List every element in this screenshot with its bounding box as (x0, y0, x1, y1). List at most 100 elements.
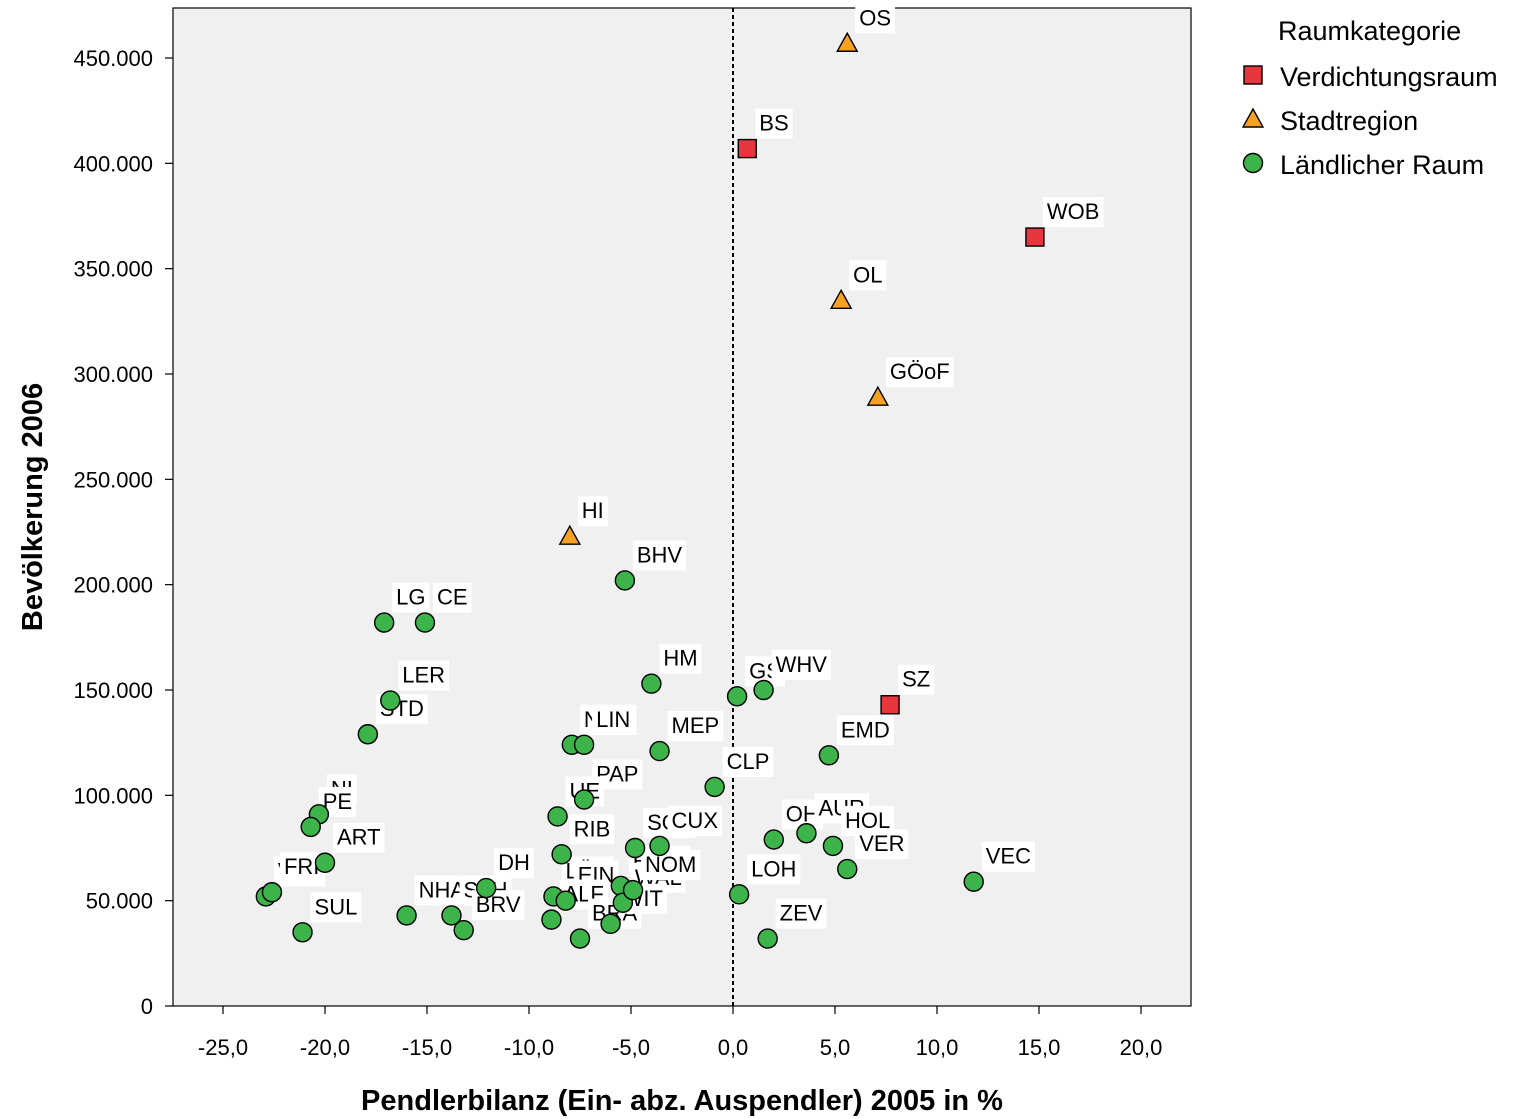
point-label-text: BHV (637, 542, 683, 567)
point-label-background (855, 829, 909, 860)
x-tick-label: 10,0 (916, 1035, 959, 1060)
point-label-text: EMD (841, 717, 890, 742)
point-label-background (755, 108, 793, 139)
legend-marker (1243, 65, 1263, 85)
x-tick-label: -15,0 (402, 1035, 452, 1060)
point-label-background (398, 660, 450, 691)
point-label-background (667, 711, 724, 742)
point-label-background (1042, 197, 1104, 228)
y-tick-label: 250.000 (73, 467, 153, 492)
point-label-background (722, 746, 774, 777)
point-label: OL (849, 260, 887, 291)
point-label-text: SUL (315, 894, 358, 919)
data-point (836, 31, 859, 52)
data-point (837, 858, 858, 880)
data-point (829, 288, 853, 309)
point-label-text: LG (396, 585, 425, 610)
point-label-text: VER (859, 831, 904, 856)
point-label-background (898, 664, 935, 695)
y-tick-label: 350.000 (73, 257, 153, 282)
point-label-background (771, 650, 831, 680)
data-point (300, 816, 321, 838)
y-tick-label: 150.000 (73, 678, 153, 703)
point-label-text: ZEV (780, 901, 823, 926)
data-point (396, 905, 417, 926)
point-label-background (659, 643, 702, 674)
point-label-background (747, 854, 801, 885)
point-label-background (333, 822, 385, 853)
data-point (357, 724, 379, 745)
point-label: HM (659, 643, 702, 674)
point-label: NOM (641, 850, 701, 881)
data-point (380, 690, 401, 711)
point-label-background (885, 357, 954, 388)
data-point (573, 789, 595, 810)
point-label: RIB (569, 814, 615, 845)
point-label: ZEV (775, 898, 827, 929)
point-label: DH (494, 848, 534, 879)
y-tick-label: 100.000 (73, 783, 153, 808)
point-label-background (667, 805, 723, 836)
point-label: WOB (1042, 197, 1104, 228)
data-point (624, 837, 646, 859)
point-label: HI (577, 496, 608, 527)
point-label-text: WOB (1047, 199, 1100, 224)
point-label-text: HI (582, 498, 604, 523)
point-label-text: OH (786, 802, 819, 827)
point-label: MEP (667, 711, 724, 742)
data-point (614, 570, 636, 591)
point-label-text: LER (402, 663, 445, 688)
point-label: SUL (310, 892, 362, 923)
data-point (551, 844, 572, 865)
data-point (726, 686, 748, 707)
data-point (728, 884, 750, 905)
point-label: OS (855, 3, 896, 34)
point-label-background (855, 3, 896, 34)
x-tick-label: 15,0 (1018, 1035, 1061, 1060)
legend-entry-label: Stadtregion (1280, 106, 1418, 136)
point-label: BHV (632, 540, 687, 571)
x-axis-title: Pendlerbilanz (Ein- abz. Auspendler) 200… (361, 1085, 1003, 1117)
y-tick-label: 0 (141, 994, 153, 1019)
point-label-text: CLP (727, 749, 770, 774)
data-point (649, 835, 670, 857)
point-label-background (494, 848, 534, 879)
data-point (757, 928, 778, 949)
data-point (822, 835, 844, 857)
data-point (818, 745, 840, 766)
point-label-text: GÖoF (890, 359, 950, 384)
point-label-text: DH (498, 850, 530, 875)
y-tick-label: 200.000 (73, 573, 153, 598)
data-point (704, 776, 725, 798)
point-label: ART (333, 822, 385, 853)
legend-marker (1242, 152, 1264, 174)
point-label-text: HM (663, 646, 697, 671)
y-tick-label: 400.000 (73, 151, 153, 176)
legend-marker (1241, 107, 1265, 128)
point-label-background (432, 582, 472, 613)
point-label-text: FRI (284, 854, 319, 879)
data-point (414, 612, 436, 633)
point-label-text: CUX (672, 808, 719, 833)
point-label-text: LIN (596, 707, 630, 732)
data-point (541, 909, 562, 930)
y-tick-label: 450.000 (73, 46, 153, 71)
legend-entry-label: Verdichtungsraum (1280, 62, 1498, 92)
point-label-background (569, 814, 615, 845)
point-label-background (836, 715, 894, 746)
x-tick-label: -5,0 (612, 1035, 650, 1060)
point-label: CLP (722, 746, 774, 777)
data-point (555, 890, 576, 911)
data-point (453, 919, 474, 941)
point-label-background (641, 850, 701, 881)
data-point (1025, 227, 1045, 247)
data-point (261, 882, 283, 903)
point-label-background (310, 892, 362, 923)
x-tick-label: -20,0 (300, 1035, 350, 1060)
data-point (292, 922, 313, 943)
point-label: BS (755, 108, 793, 139)
data-point (373, 612, 395, 633)
data-point (441, 905, 462, 926)
point-label-text: MEP (672, 713, 720, 738)
point-label: SZ (898, 664, 935, 695)
